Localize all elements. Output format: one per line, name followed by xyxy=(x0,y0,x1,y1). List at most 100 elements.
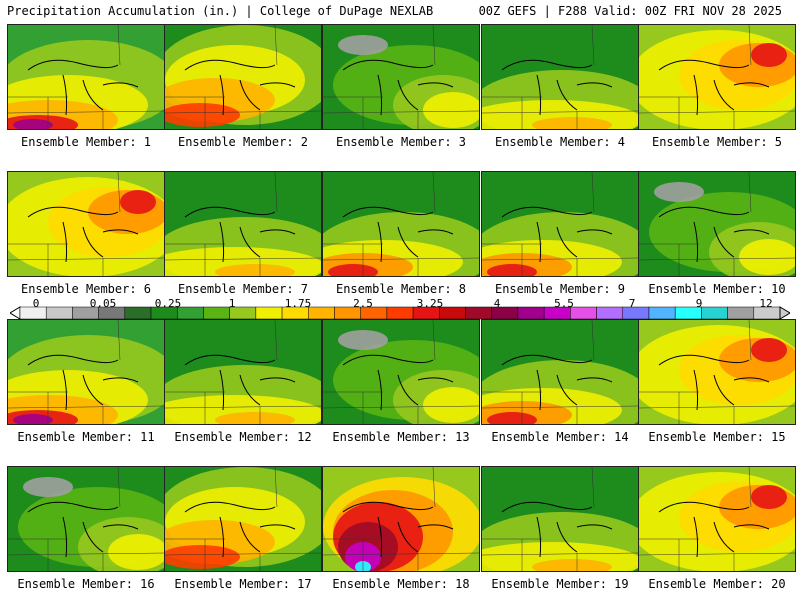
ensemble-member-map xyxy=(164,466,322,572)
great-lakes-outline xyxy=(27,354,139,411)
precip-contour xyxy=(13,414,53,424)
state-borders xyxy=(639,320,795,424)
precip-field xyxy=(8,467,164,571)
state-borders xyxy=(8,320,164,424)
ensemble-member-map xyxy=(638,24,796,130)
ensemble-member-label: Ensemble Member: 6 xyxy=(20,282,152,296)
great-lakes-outline xyxy=(342,59,454,116)
precip-contour xyxy=(423,387,479,423)
state-borders xyxy=(482,172,638,276)
colorbar-tick-label: 3.25 xyxy=(416,297,444,310)
precip-contour xyxy=(532,559,612,571)
ensemble-member-label: Ensemble Member: 8 xyxy=(335,282,467,296)
state-borders xyxy=(165,25,321,129)
ensemble-member-map xyxy=(322,466,480,572)
colorbar-tick-label: 0.05 xyxy=(89,297,117,310)
precip-contour xyxy=(532,117,612,129)
ensemble-member-label: Ensemble Member: 7 xyxy=(177,282,309,296)
precip-contour xyxy=(120,190,156,214)
state-borders xyxy=(639,172,795,276)
great-lakes-outline xyxy=(184,354,296,411)
precip-contour xyxy=(487,412,537,424)
colorbar-swatch xyxy=(727,306,755,320)
precip-field xyxy=(482,25,638,129)
precip-contour xyxy=(487,264,537,276)
precip-field xyxy=(323,25,479,129)
ensemble-member-label: Ensemble Member: 4 xyxy=(494,135,626,149)
ensemble-member-map xyxy=(7,24,165,130)
colorbar-tick-label: 5.5 xyxy=(554,297,574,310)
precip-field xyxy=(323,467,479,571)
ensemble-member-label: Ensemble Member: 3 xyxy=(335,135,467,149)
ensemble-member-label: Ensemble Member: 5 xyxy=(651,135,783,149)
colorbar-swatch xyxy=(596,306,624,320)
precip-field xyxy=(482,172,638,276)
precip-contour xyxy=(108,534,164,570)
great-lakes-outline xyxy=(184,206,296,263)
ensemble-member-map xyxy=(7,319,165,425)
state-borders xyxy=(8,467,164,571)
model-run-info: 00Z GEFS | F288 Valid: 00Z FRI NOV 28 20… xyxy=(478,4,782,18)
state-borders xyxy=(8,172,164,276)
great-lakes-outline xyxy=(184,501,296,558)
colorbar-swatch xyxy=(701,306,728,320)
great-lakes-outline xyxy=(501,354,613,411)
state-borders xyxy=(639,25,795,129)
state-borders xyxy=(165,172,321,276)
colorbar-tick-label: 7 xyxy=(628,297,636,310)
colorbar-swatch xyxy=(648,306,676,320)
great-lakes-outline xyxy=(658,354,770,411)
ensemble-member-map xyxy=(481,466,639,572)
state-borders xyxy=(165,320,321,424)
state-borders xyxy=(639,467,795,571)
ensemble-member-label: Ensemble Member: 11 xyxy=(17,430,155,444)
precip-contour xyxy=(215,412,295,424)
colorbar-tick-label: 2.5 xyxy=(353,297,373,310)
precip-contour xyxy=(739,239,795,275)
precip-contour xyxy=(751,485,787,509)
ensemble-member-label: Ensemble Member: 18 xyxy=(332,577,470,591)
precip-contour xyxy=(215,264,295,276)
ensemble-member-label: Ensemble Member: 20 xyxy=(648,577,786,591)
precip-contour xyxy=(338,35,388,55)
precip-field xyxy=(639,172,795,276)
ensemble-member-map xyxy=(7,171,165,277)
ensemble-member-map xyxy=(7,466,165,572)
ensemble-member-map xyxy=(638,319,796,425)
ensemble-member-map xyxy=(322,171,480,277)
great-lakes-outline xyxy=(342,354,454,411)
precip-field xyxy=(323,320,479,424)
great-lakes-outline xyxy=(658,59,770,116)
precip-contour xyxy=(338,330,388,350)
ensemble-member-label: Ensemble Member: 10 xyxy=(648,282,786,296)
great-lakes-outline xyxy=(501,501,613,558)
ensemble-member-label: Ensemble Member: 12 xyxy=(174,430,312,444)
ensemble-member-map xyxy=(481,24,639,130)
ensemble-member-label: Ensemble Member: 9 xyxy=(494,282,626,296)
colorbar-swatch xyxy=(517,306,545,320)
ensemble-member-label: Ensemble Member: 1 xyxy=(20,135,152,149)
colorbar-swatch xyxy=(570,306,597,320)
ensemble-member-map xyxy=(164,24,322,130)
precip-field xyxy=(165,320,321,424)
great-lakes-outline xyxy=(27,59,139,116)
colorbar-swatch xyxy=(255,306,283,320)
state-borders xyxy=(323,172,479,276)
ensemble-member-map xyxy=(322,24,480,130)
precip-field xyxy=(639,467,795,571)
great-lakes-outline xyxy=(27,206,139,263)
colorbar-tick-label: 4 xyxy=(493,297,501,310)
colorbar-tick-label: 0 xyxy=(32,297,40,310)
great-lakes-outline xyxy=(658,501,770,558)
precip-contour xyxy=(13,119,53,129)
precip-contour xyxy=(751,43,787,67)
ensemble-member-label: Ensemble Member: 14 xyxy=(491,430,629,444)
colorbar-tick-label: 0.25 xyxy=(154,297,182,310)
ensemble-member-map xyxy=(638,466,796,572)
colorbar-swatch xyxy=(203,306,230,320)
colorbar-swatch xyxy=(465,306,492,320)
precip-field xyxy=(482,467,638,571)
ensemble-member-label: Ensemble Member: 19 xyxy=(491,577,629,591)
state-borders xyxy=(323,25,479,129)
state-borders xyxy=(323,467,479,571)
